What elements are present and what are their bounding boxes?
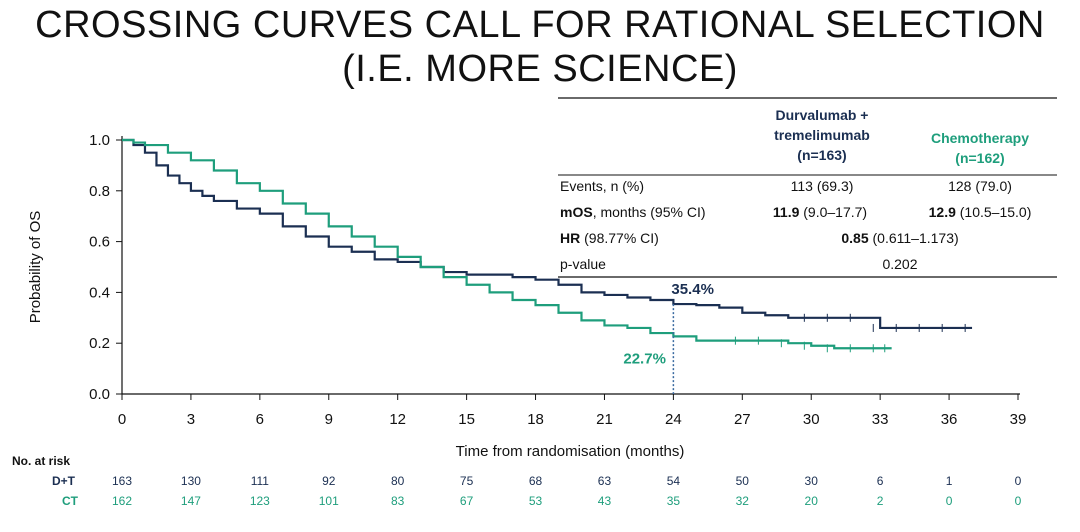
- ct-at-risk-value: 20: [804, 494, 818, 508]
- x-tick-label: 18: [527, 411, 544, 428]
- ct-survival-curve: [122, 138, 892, 350]
- slide-title-line-1: CROSSING CURVES CALL FOR RATIONAL SELECT…: [35, 4, 1045, 46]
- row-p-value: 0.202: [882, 256, 918, 272]
- dt-at-risk-value: 0: [1014, 474, 1022, 488]
- risk-dt-label: D+T: [52, 474, 76, 488]
- dt-at-risk-value: 80: [391, 474, 405, 488]
- x-tick-label: 36: [941, 411, 958, 428]
- risk-title: No. at risk: [12, 454, 71, 468]
- ct-at-risk-value: 2: [876, 494, 884, 508]
- dt-at-risk-value: 63: [597, 474, 612, 488]
- dt-at-risk-value: 6: [876, 474, 884, 488]
- ct-at-risk-value: 53: [528, 494, 543, 508]
- row-events-ct: 128 (79.0): [948, 178, 1012, 194]
- y-tick-label: 0.0: [89, 386, 110, 403]
- x-tick-label: 9: [325, 411, 333, 428]
- x-tick-label: 30: [803, 411, 820, 428]
- ct-at-risk-value: 147: [180, 494, 201, 508]
- y-axis-label: Probability of OS: [27, 211, 44, 324]
- dt-at-risk-value: 111: [250, 474, 269, 488]
- dt-at-risk-value: 30: [804, 474, 818, 488]
- y-tick-label: 0.4: [89, 284, 110, 301]
- dt-survival-curve: [122, 138, 973, 330]
- y-tick-label: 0.8: [89, 183, 110, 200]
- ct-at-risk-value: 0: [945, 494, 953, 508]
- dt-landmark-label: 35.4%: [671, 281, 714, 298]
- dt-at-risk-value: 50: [735, 474, 749, 488]
- x-tick-label: 27: [734, 411, 751, 428]
- ct-at-risk-value: 162: [111, 494, 133, 508]
- row-events-dt: 113 (69.3): [790, 178, 854, 194]
- x-tick-label: 0: [118, 411, 126, 428]
- ct-at-risk-value: 83: [391, 494, 405, 508]
- dt-at-risk-value: 68: [528, 474, 543, 488]
- dt-header: Durvalumab + tremelimumab (n=163): [774, 107, 870, 163]
- ct-landmark-label: 22.7%: [623, 350, 666, 367]
- y-tick-label: 0.6: [89, 234, 110, 251]
- row-mos-dt: 11.9 (9.0–17.7): [772, 204, 868, 220]
- x-tick-label: 33: [872, 411, 889, 428]
- dt-at-risk-value: 92: [322, 474, 336, 488]
- dt-at-risk-value: 1: [945, 474, 953, 488]
- x-tick-label: 3: [187, 411, 195, 428]
- ct-at-risk-value: 101: [318, 494, 339, 508]
- row-mos-label: mOS, months (95% CI): [560, 204, 706, 220]
- y-tick-label: 0.2: [89, 335, 110, 352]
- x-tick-label: 12: [389, 411, 406, 428]
- x-axis-label: Time from randomisation (months): [456, 443, 685, 460]
- dt-at-risk-value: 130: [180, 474, 201, 488]
- dt-at-risk-value: 54: [666, 474, 681, 488]
- ct-at-risk-value: 43: [597, 494, 612, 508]
- ct-at-risk-value: 123: [249, 494, 270, 508]
- row-hr-label: HR (98.77% CI): [560, 230, 659, 246]
- row-mos-ct: 12.9 (10.5–15.0): [928, 204, 1032, 220]
- row-events-label: Events, n (%): [560, 178, 645, 194]
- x-tick-label: 39: [1010, 411, 1027, 428]
- x-tick-label: 24: [665, 411, 682, 428]
- slide-title-line-2: (I.E. MORE SCIENCE): [342, 48, 738, 90]
- ct-at-risk-value: 0: [1014, 494, 1022, 508]
- ct-at-risk-value: 67: [459, 494, 474, 508]
- dt-at-risk-value: 163: [111, 474, 133, 488]
- dt-at-risk-value: 75: [459, 474, 474, 488]
- x-tick-label: 6: [256, 411, 264, 428]
- ct-at-risk-value: 32: [735, 494, 749, 508]
- x-tick-label: 15: [458, 411, 475, 428]
- ct-header: Chemotherapy (n=162): [930, 130, 1030, 166]
- x-tick-label: 21: [596, 411, 613, 428]
- y-tick-label: 1.0: [89, 132, 110, 149]
- risk-ct-label: CT: [62, 494, 78, 508]
- row-p-label: p-value: [560, 256, 606, 272]
- ct-at-risk-value: 35: [666, 494, 681, 508]
- row-hr-value: 0.85 (0.611–1.173): [841, 230, 959, 246]
